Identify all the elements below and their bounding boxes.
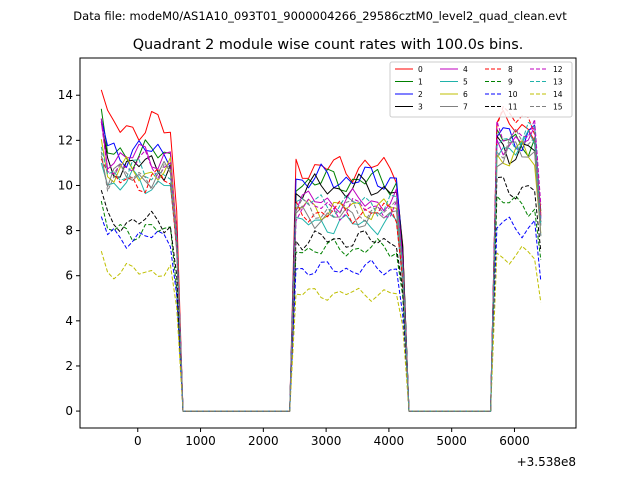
legend-label-11: 11 [508, 103, 518, 112]
x-tick-label: 5000 [436, 434, 467, 448]
y-axis: 0 2 4 6 8 10 12 14 [58, 88, 80, 418]
legend-label-1: 1 [418, 78, 423, 87]
x-axis: 0 1000 2000 3000 4000 5000 6000 [134, 428, 530, 448]
plot-area [100, 89, 542, 412]
legend-label-5: 5 [463, 78, 468, 87]
x-tick-label: 3000 [311, 434, 342, 448]
series-line-10 [100, 216, 542, 412]
series-line-9 [100, 195, 542, 412]
series-line-2 [100, 119, 542, 412]
series-line-6 [100, 139, 542, 412]
data-file-label: Data file: modeM0/AS1A10_093T01_90000042… [73, 9, 567, 23]
legend-label-2: 2 [418, 90, 423, 99]
legend-label-14: 14 [553, 90, 563, 99]
series-line-0 [100, 89, 542, 412]
series-line-14 [100, 245, 542, 412]
x-tick-label: 0 [134, 434, 142, 448]
legend-label-3: 3 [418, 103, 423, 112]
legend-label-13: 13 [553, 78, 563, 87]
x-tick-label: 2000 [248, 434, 279, 448]
x-tick-label: 4000 [374, 434, 405, 448]
y-tick-label: 14 [58, 88, 73, 102]
legend-label-15: 15 [553, 103, 563, 112]
series-line-1 [100, 108, 542, 412]
series-line-12 [100, 118, 542, 412]
legend-box [389, 61, 573, 118]
y-tick-label: 0 [65, 404, 73, 418]
x-tick-label: 1000 [185, 434, 216, 448]
series-line-11 [100, 176, 542, 412]
y-tick-label: 4 [65, 314, 73, 328]
series-line-8 [100, 106, 542, 412]
y-tick-label: 2 [65, 359, 73, 373]
x-offset-label: +3.538e8 [517, 455, 576, 469]
legend-label-8: 8 [508, 65, 513, 74]
x-tick-label: 6000 [499, 434, 530, 448]
y-tick-label: 6 [65, 269, 73, 283]
legend-label-9: 9 [508, 78, 513, 87]
chart-title: Quadrant 2 module wise count rates with … [133, 37, 524, 53]
legend-label-4: 4 [463, 65, 468, 74]
legend-label-0: 0 [418, 65, 423, 74]
legend-label-12: 12 [553, 65, 563, 74]
plot-frame [79, 57, 577, 429]
y-tick-label: 8 [65, 224, 73, 238]
y-tick-label: 10 [58, 178, 73, 192]
legend-label-7: 7 [463, 103, 468, 112]
legend-label-6: 6 [463, 90, 468, 99]
y-tick-label: 12 [58, 133, 73, 147]
legend-label-10: 10 [508, 90, 518, 99]
